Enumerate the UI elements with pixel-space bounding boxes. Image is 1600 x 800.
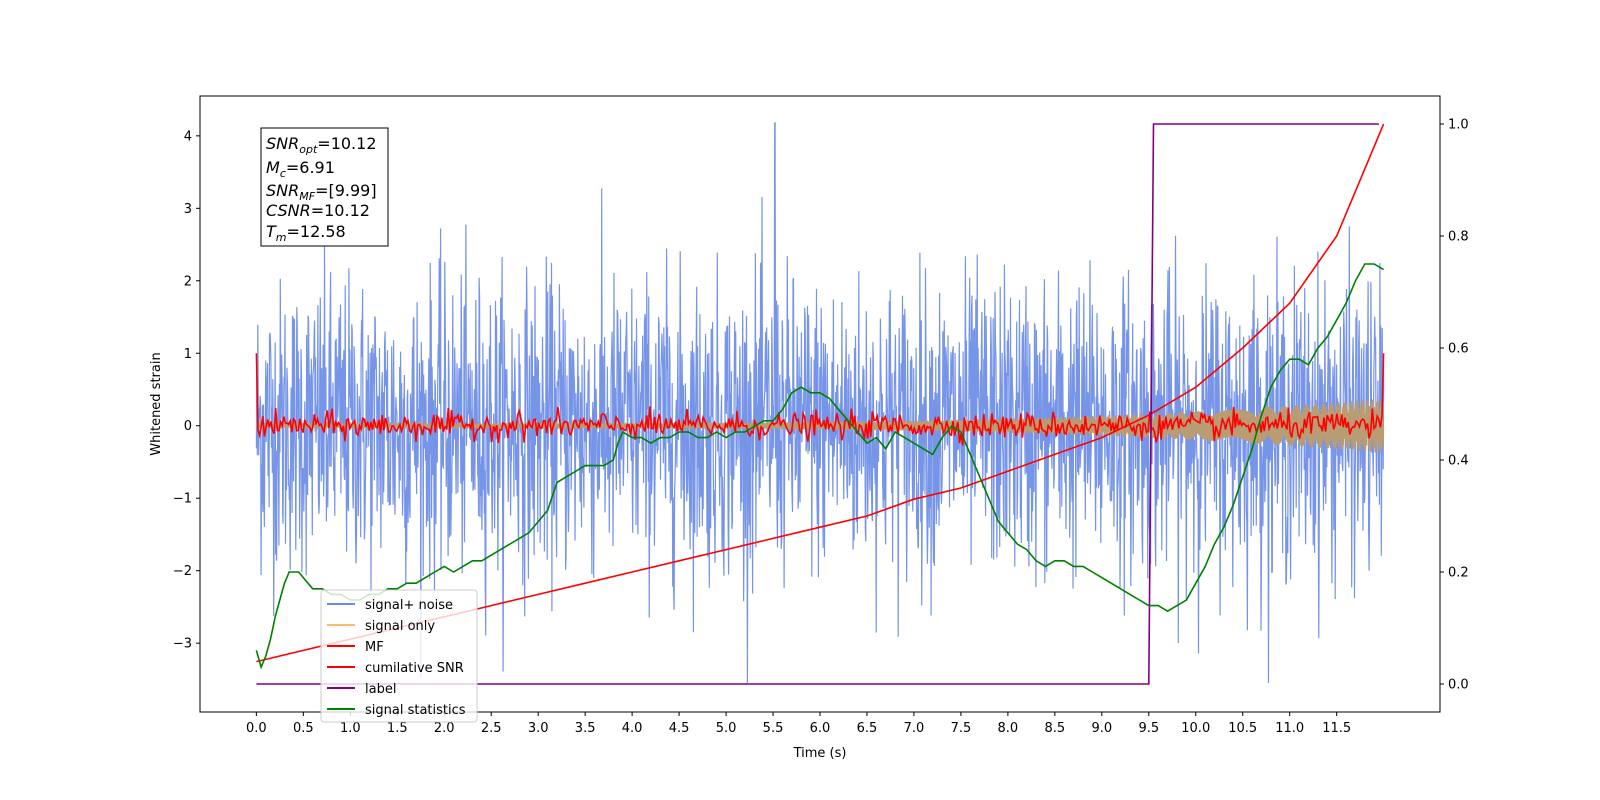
- y2-tick-label: 0.6: [1448, 342, 1469, 357]
- legend-item: signal statistics: [327, 703, 466, 718]
- x-tick-label: 1.5: [387, 721, 408, 736]
- x-tick-label: 0.5: [293, 721, 314, 736]
- annotation-line: SNRMF=[9.99]: [266, 181, 377, 203]
- legend-label: MF: [365, 640, 384, 655]
- y2-tick-label: 1.0: [1448, 118, 1469, 133]
- y-axis-title: Whitened strain: [149, 352, 164, 455]
- series-signal-statistics: [255, 263, 1385, 670]
- annotation-line: Tm=12.58: [266, 222, 346, 244]
- legend-label: cumilative SNR: [365, 661, 464, 676]
- ticks: 0.0 0.5 1.0 1.5 2.0 2.5 3.0 3.5 4.0 4.5 5.0 5.5 6.0 6…: [173, 118, 1469, 737]
- annotation-line: SNRopt=10.12: [266, 134, 377, 156]
- legend-item: signal only: [327, 619, 435, 634]
- x-tick-label: 11.0: [1275, 721, 1304, 736]
- annotation-line: CSNR=10.12: [266, 201, 370, 220]
- x-tick-label: 1.0: [340, 721, 361, 736]
- legend-label: signal statistics: [365, 703, 466, 718]
- x-tick-label: 10.5: [1228, 721, 1257, 736]
- y-tick-label: 0: [184, 419, 192, 434]
- x-tick-label: 5.5: [763, 721, 784, 736]
- x-tick-label: 7.0: [904, 721, 925, 736]
- legend-item: MF: [327, 640, 384, 655]
- y-tick-label: 1: [184, 347, 192, 362]
- y2-tick-label: 0.2: [1448, 566, 1469, 581]
- y2-tick-label: 0.0: [1448, 678, 1469, 693]
- x-tick-label: 4.0: [622, 721, 643, 736]
- series-mf: [255, 353, 1385, 446]
- y-tick-label: −3: [173, 637, 192, 652]
- x-tick-label: 5.0: [716, 721, 737, 736]
- x-axis-title: Time (s): [793, 746, 847, 761]
- x-tick-label: 2.0: [434, 721, 455, 736]
- y-tick-label: −2: [173, 564, 192, 579]
- series-label: [256, 123, 1379, 685]
- series-signal-noise: [255, 122, 1385, 684]
- y2-tick-label: 0.8: [1448, 230, 1469, 245]
- legend-item: signal+ noise: [327, 598, 453, 613]
- x-tick-label: 0.0: [246, 721, 267, 736]
- y-tick-label: 2: [184, 274, 192, 289]
- annotation-line: Mc=6.91: [266, 158, 335, 180]
- y2-tick-label: 0.4: [1448, 454, 1469, 469]
- legend-label: signal only: [365, 619, 435, 634]
- x-tick-label: 8.5: [1045, 721, 1066, 736]
- x-tick-label: 3.0: [528, 721, 549, 736]
- y-tick-label: 4: [184, 129, 192, 144]
- x-tick-label: 11.5: [1322, 721, 1351, 736]
- x-tick-label: 4.5: [669, 721, 690, 736]
- legend-label: signal+ noise: [365, 598, 453, 613]
- x-tick-label: 6.0: [810, 721, 831, 736]
- legend-label: label: [365, 682, 396, 697]
- legend-item: label: [327, 682, 396, 697]
- annotation-box: SNRopt=10.12 Mc=6.91 SNRMF=[9.99] CSNR=1…: [260, 127, 389, 247]
- x-tick-label: 10.0: [1181, 721, 1210, 736]
- legend: signal+ noise signal only MF cumilative …: [320, 589, 478, 723]
- y-tick-label: −1: [173, 492, 192, 507]
- legend-item: cumilative SNR: [327, 661, 464, 676]
- x-tick-label: 6.5: [857, 721, 878, 736]
- x-tick-label: 8.0: [998, 721, 1019, 736]
- x-tick-label: 2.5: [481, 721, 502, 736]
- y-tick-label: 3: [184, 202, 192, 217]
- x-tick-label: 9.0: [1091, 721, 1112, 736]
- x-tick-label: 9.5: [1138, 721, 1159, 736]
- x-tick-label: 7.5: [951, 721, 972, 736]
- x-tick-label: 3.5: [575, 721, 596, 736]
